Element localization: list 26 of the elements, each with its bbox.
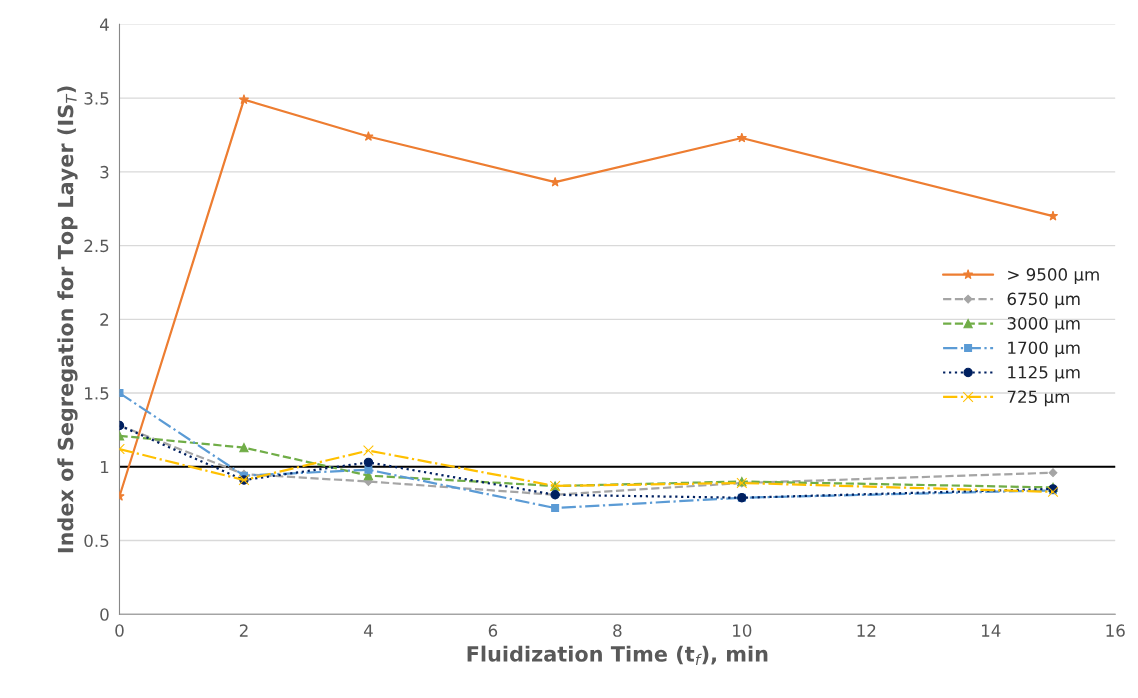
x-tick-label: 6 <box>488 624 498 637</box>
legend-label: > 9500 µm <box>1008 268 1099 284</box>
y-tick-label: 1 <box>100 460 109 474</box>
x-tick-label: 2 <box>239 624 248 637</box>
y-tick-label: 0.5 <box>84 534 109 548</box>
x-tick-label: 16 <box>1106 624 1125 637</box>
y-tick-label: 3 <box>100 165 109 179</box>
legend-label: 1125 µm <box>1008 365 1080 382</box>
x-axis-title: Fluidization Time (t$_{f}$), min <box>467 645 768 665</box>
x-tick-label: 14 <box>982 624 1001 637</box>
x-tick-label: 12 <box>857 624 876 637</box>
y-axis-title: Index of Segregation for Top Layer (IS$_{T}$) <box>57 86 78 553</box>
y-tick-label: 2 <box>100 313 109 326</box>
y-tick-label: 4 <box>99 18 109 31</box>
legend-label: 3000 µm <box>1007 317 1080 333</box>
x-tick-label: 0 <box>115 624 124 637</box>
x-tick-label: 4 <box>363 624 373 637</box>
legend-label: 1700 µm <box>1008 341 1080 358</box>
y-tick-label: 0 <box>100 608 109 621</box>
y-tick-label: 1.5 <box>85 387 109 400</box>
y-tick-label: 3.5 <box>84 92 109 105</box>
legend-label: 6750 µm <box>1007 292 1080 309</box>
x-tick-label: 10 <box>733 624 752 637</box>
legend-label: 725 µm <box>1007 390 1069 407</box>
x-tick-label: 8 <box>613 624 622 637</box>
y-tick-label: 2.5 <box>84 239 109 253</box>
